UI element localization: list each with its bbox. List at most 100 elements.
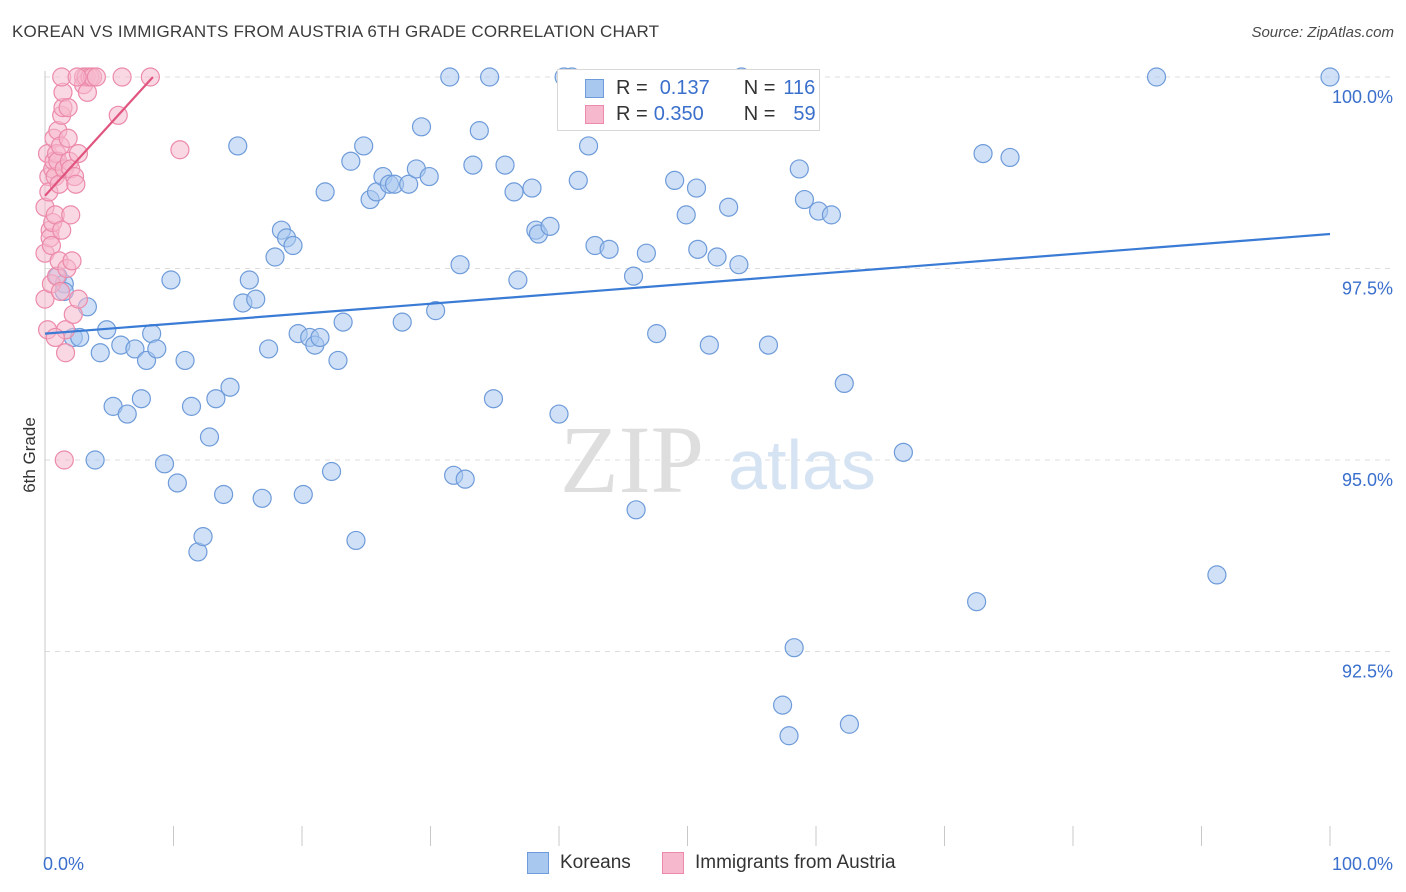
n-value: 59 [793,102,816,125]
korean-point [90,343,110,363]
korean-point [699,335,719,355]
korean-point [1207,565,1227,585]
korean-point [758,335,779,355]
y-axis-label: 6th Grade [20,417,39,493]
austria-point [68,144,89,164]
korean-point [214,484,234,505]
austria-point [55,343,76,363]
korean-point [199,427,220,447]
n-label: N = [743,76,776,99]
austria-point [170,140,190,160]
korean-point [665,170,685,191]
source-label: Source: ZipAtlas.com [1251,24,1394,41]
chart-title: KOREAN VS IMMIGRANTS FROM AUSTRIA 6TH GR… [12,22,660,41]
korean-point [85,450,105,470]
austria-swatch [585,104,604,124]
korean-point [450,255,470,275]
korean-point [688,239,708,259]
legend-item-austria[interactable]: Immigrants from Austria [662,852,896,874]
korean-point [839,714,860,734]
r-label: R = [616,76,648,99]
korean-point [167,473,187,493]
n-value: 116 [783,76,816,99]
korean-point [834,373,854,393]
korean-point [973,144,993,164]
korean-point [258,339,279,359]
korean-point [821,205,842,225]
legend-label: Koreans [560,852,631,873]
watermark: ZIP atlas [560,406,876,513]
austria-point [45,327,65,348]
austria-point [41,235,62,256]
korean-point [779,726,799,746]
korean-point [181,396,202,416]
korean-point [252,488,272,508]
austria-point [67,67,87,87]
austria-point [58,98,78,118]
korean-point [333,312,353,332]
korean-point [636,243,656,263]
korean-point [483,389,504,409]
austria-point [50,281,71,302]
watermark-atlas: atlas [728,426,876,504]
y-tick-label: 92.5% [1342,662,1393,682]
austria-point [68,289,89,309]
korean-point [161,270,181,290]
korean-point [193,526,213,547]
korean-point [346,530,366,551]
korean-point [399,174,419,194]
austria-point [62,251,82,271]
korean-point [794,189,815,210]
r-value: 0.350 [653,102,704,125]
legend-item-koreans[interactable]: Koreans [527,852,631,874]
grid-lines [45,76,1392,652]
korean-point [719,197,739,217]
y-tick-label: 95.0% [1342,470,1393,490]
korean-point [463,155,483,175]
korean-point [125,339,145,359]
korean-point [455,469,475,489]
korean-point [686,178,707,198]
korean-point [549,404,569,424]
korean-point [623,266,644,286]
korean-point [131,389,151,409]
r-value: 0.137 [659,76,710,99]
tick-labels: 100.0% 97.5% 95.0% 92.5% 0.0% 100.0% [43,87,1393,874]
austria-trend-line [44,76,154,197]
y-tick-label: 97.5% [1342,279,1393,299]
korean-point [341,151,361,171]
korean-point [540,216,560,236]
korean-point [784,638,804,658]
korean-point [293,484,313,505]
korean-point [508,270,528,290]
korean-point [469,121,489,141]
korean-point [568,170,588,191]
korean-point [707,247,727,267]
korean-trend-line [44,232,1331,335]
data-points [35,67,1340,746]
austria-point [61,205,81,225]
austria-point [52,220,72,240]
stats-box: R = 0.137 N = 116 R = 0.350 N = 59 [557,69,820,131]
korean-point [206,389,226,409]
korean-point [426,301,446,321]
korean-point [647,324,667,344]
korean-point [117,404,137,424]
korean-point [729,255,749,275]
stats-row-austria: R = 0.350 N = 59 [558,101,816,127]
korean-point [599,239,619,259]
korean-point [578,136,599,156]
legend-label: Immigrants from Austria [695,852,896,873]
austria-point [140,67,160,87]
austria-point [66,174,86,194]
korean-point [1320,67,1340,87]
koreans-swatch [585,78,604,98]
korean-point [321,461,342,482]
n-label: N = [743,102,776,125]
korean-point [1000,147,1020,168]
korean-point [676,205,696,225]
korean-point [228,136,248,156]
r-label: R = [616,102,648,125]
korean-point [626,500,646,520]
